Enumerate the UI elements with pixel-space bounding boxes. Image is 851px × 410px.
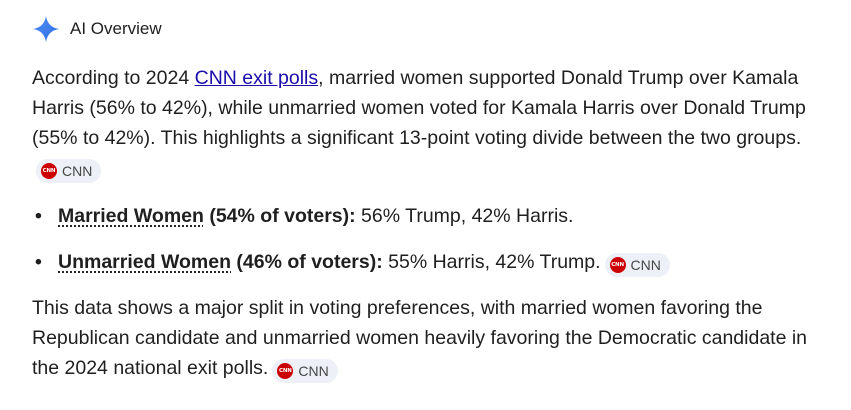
cnn-source-chip[interactable]: CNN CNN [272, 359, 338, 383]
conclusion-text: This data shows a major split in voting … [32, 297, 808, 379]
cnn-source-chip[interactable]: CNN CNN [604, 253, 670, 277]
cnn-logo-icon: CNN [609, 257, 626, 273]
summary-text-intro: According to 2024 [32, 67, 195, 89]
ai-overview-header: AI Overview [32, 14, 162, 44]
summary-paragraph: According to 2024 CNN exit polls, marrie… [32, 63, 822, 183]
source-chip-label: CNN [298, 363, 329, 379]
bullet-icon: • [35, 251, 42, 273]
cnn-logo-icon: CNN [41, 163, 57, 179]
unmarried-women-share: (46% of voters): [231, 251, 383, 273]
list-item-married-women: • Married Women (54% of voters): 56% Tru… [32, 201, 822, 231]
summary-text-body: , married women supported Donald Trump o… [32, 67, 806, 149]
married-women-result: 56% Trump, 42% Harris. [355, 205, 574, 227]
source-chip-label: CNN [630, 257, 661, 273]
sparkle-icon [32, 15, 60, 43]
married-women-term[interactable]: Married Women [58, 205, 204, 227]
list-item-unmarried-women: • Unmarried Women (46% of voters): 55% H… [32, 247, 822, 277]
overview-content: According to 2024 CNN exit polls, marrie… [32, 63, 822, 383]
source-chip-label: CNN [62, 163, 93, 179]
conclusion-paragraph: This data shows a major split in voting … [32, 293, 822, 383]
unmarried-women-result: 55% Harris, 42% Trump. [382, 251, 601, 273]
married-women-share: (54% of voters): [203, 205, 356, 227]
cnn-source-chip[interactable]: CNN CNN [36, 159, 102, 183]
cnn-logo-icon: CNN [277, 363, 294, 379]
cnn-exit-polls-link[interactable]: CNN exit polls [194, 67, 319, 89]
voting-breakdown-list: • Married Women (54% of voters): 56% Tru… [32, 201, 822, 277]
ai-overview-title: AI Overview [70, 19, 162, 38]
bullet-icon: • [35, 205, 42, 227]
unmarried-women-term[interactable]: Unmarried Women [58, 251, 232, 273]
